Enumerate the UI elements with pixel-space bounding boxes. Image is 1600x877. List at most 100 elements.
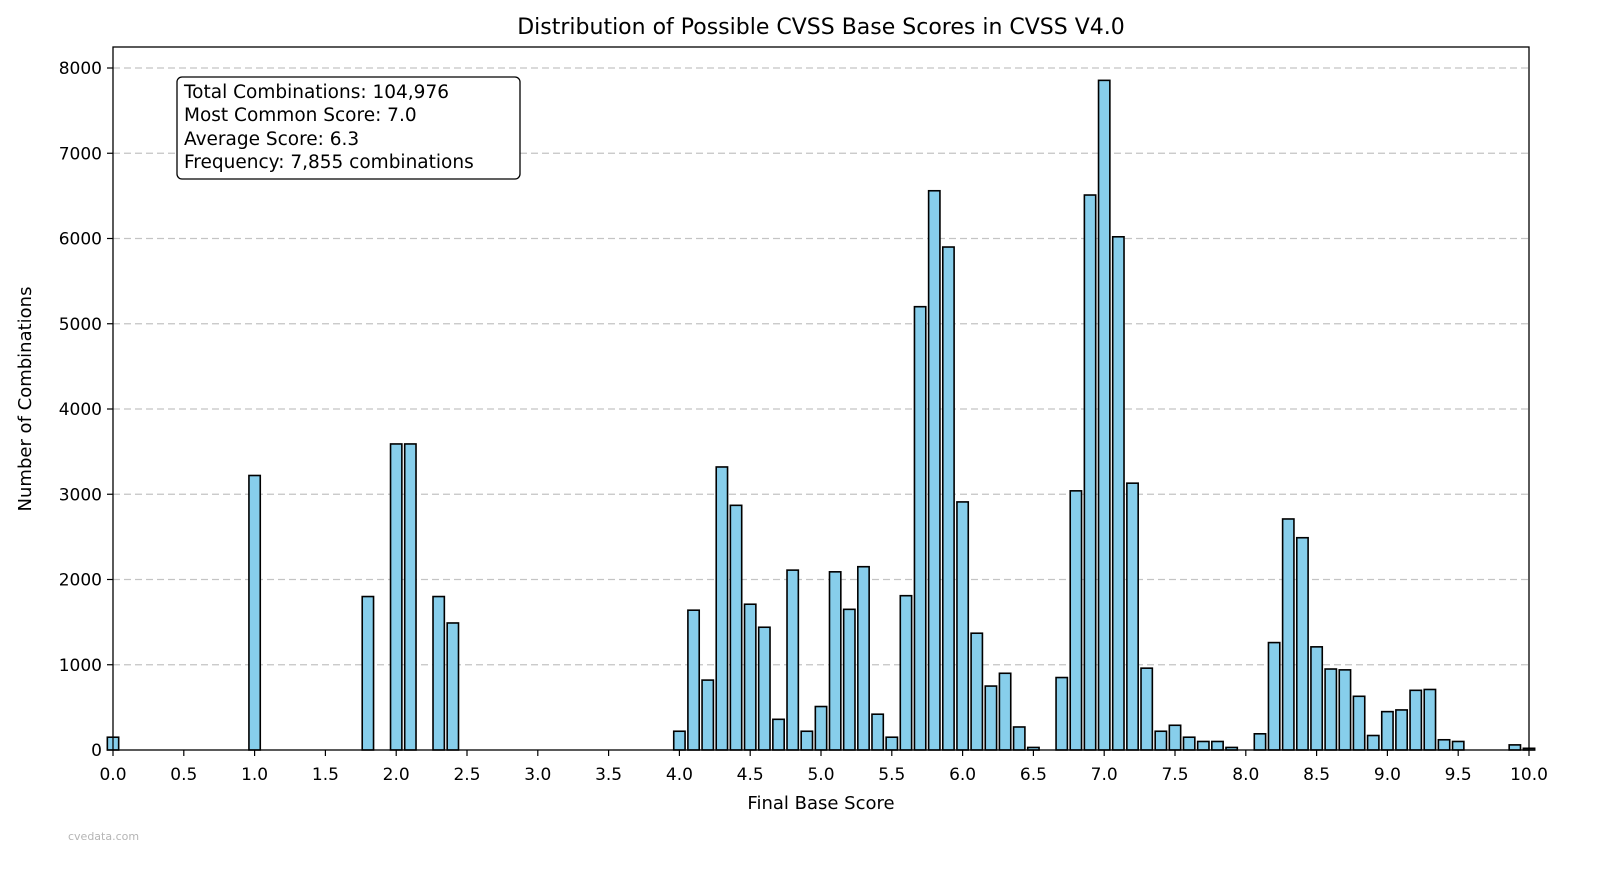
- bar-5.0: [814, 705, 828, 751]
- bar-9.5: [1451, 740, 1465, 751]
- x-tick-label: 9.5: [1445, 765, 1472, 785]
- y-tick-label: 7000: [59, 144, 102, 164]
- bar-9.0: [1380, 710, 1394, 751]
- bar-7.3: [1140, 667, 1154, 751]
- x-tick-label: 8.0: [1232, 765, 1259, 785]
- watermark: cvedata.com: [68, 830, 140, 843]
- x-tick-label: 5.5: [878, 765, 905, 785]
- y-tick-label: 5000: [59, 315, 102, 335]
- bar-1.8: [361, 595, 375, 751]
- annotation-frequency: Frequency: 7,855 combinations: [184, 152, 474, 173]
- bar-8.6: [1324, 668, 1338, 751]
- bar-4.1: [687, 609, 701, 751]
- stats-annotation: Total Combinations: 104,976 Most Common …: [176, 76, 521, 180]
- y-tick-label: 2000: [59, 571, 102, 591]
- x-tick-label: 7.5: [1161, 765, 1188, 785]
- bar-7.1: [1111, 235, 1125, 751]
- bar-6.0: [956, 501, 970, 751]
- bar-9.2: [1409, 689, 1423, 751]
- bar-6.1: [970, 632, 984, 751]
- bar-4.2: [701, 679, 715, 751]
- x-tick-label: 5.0: [807, 765, 834, 785]
- bar-9.9: [1508, 744, 1522, 751]
- bar-5.8: [927, 189, 941, 751]
- bar-6.9: [1083, 194, 1097, 751]
- x-axis-ticks: 0.0 0.5 1.0 1.5 2.0 2.5 3.0 3.5 4.0 4.5 5.0 5.5 6.0 6…: [99, 750, 1548, 785]
- bar-5.1: [828, 571, 842, 751]
- bar-8.8: [1352, 695, 1366, 751]
- bar-7.5: [1168, 724, 1182, 751]
- annotation-most-common: Most Common Score: 7.0: [184, 105, 417, 126]
- bar-9.1: [1395, 709, 1409, 751]
- bar-5.3: [857, 565, 870, 751]
- bar-6.2: [984, 685, 998, 751]
- bar-7.6: [1182, 736, 1196, 751]
- bar-8.3: [1281, 518, 1295, 751]
- y-axis-label: Number of Combinations: [15, 287, 36, 512]
- bar-8.9: [1366, 734, 1380, 751]
- bar-4.4: [729, 504, 743, 751]
- bar-9.3: [1423, 688, 1437, 751]
- bars: [106, 79, 1536, 751]
- bar-6.8: [1069, 490, 1083, 751]
- bar-5.2: [842, 608, 856, 751]
- x-tick-label: 0.0: [99, 765, 126, 785]
- bar-8.5: [1310, 646, 1324, 751]
- bar-9.4: [1437, 738, 1451, 751]
- bar-7.2: [1126, 482, 1139, 751]
- bar-4.9: [800, 730, 814, 751]
- bar-4.5: [743, 603, 757, 751]
- x-tick-label: 7.0: [1091, 765, 1118, 785]
- y-tick-label: 1000: [59, 656, 102, 676]
- bar-5.7: [913, 305, 927, 751]
- annotation-average: Average Score: 6.3: [184, 129, 359, 150]
- x-tick-label: 8.5: [1303, 765, 1330, 785]
- x-tick-label: 4.5: [737, 765, 764, 785]
- y-tick-label: 0: [91, 741, 102, 761]
- x-tick-label: 3.0: [524, 765, 551, 785]
- bar-7.0: [1097, 79, 1111, 751]
- x-tick-label: 9.0: [1374, 765, 1401, 785]
- x-tick-label: 1.0: [241, 765, 268, 785]
- x-tick-label: 1.5: [312, 765, 339, 785]
- bar-2.1: [403, 443, 417, 751]
- x-axis-label: Final Base Score: [747, 793, 894, 814]
- bar-4.0: [672, 730, 686, 751]
- bar-6.4: [1012, 726, 1026, 751]
- chart-title: Distribution of Possible CVSS Base Score…: [517, 15, 1125, 40]
- bar-4.7: [772, 718, 785, 751]
- bar-2.3: [432, 595, 446, 751]
- bar-6.7: [1055, 676, 1069, 751]
- x-tick-label: 2.5: [453, 765, 480, 785]
- y-axis-ticks: 0 1000 2000 3000 4000 5000 6000 7000 8000: [59, 59, 113, 761]
- y-tick-label: 6000: [59, 230, 102, 250]
- y-tick-label: 4000: [59, 400, 102, 420]
- bar-4.8: [786, 569, 800, 751]
- bar-4.6: [757, 626, 771, 751]
- bar-5.9: [941, 246, 955, 751]
- x-tick-label: 6.5: [1020, 765, 1047, 785]
- y-tick-label: 3000: [59, 485, 102, 505]
- bar-5.5: [885, 736, 899, 751]
- x-tick-label: 4.0: [666, 765, 693, 785]
- bar-8.7: [1338, 669, 1352, 751]
- y-tick-label: 8000: [59, 59, 102, 79]
- bar-7.8: [1211, 740, 1224, 751]
- x-tick-label: 6.0: [949, 765, 976, 785]
- x-tick-label: 0.5: [170, 765, 197, 785]
- bar-6.3: [998, 672, 1012, 751]
- bar-8.1: [1253, 733, 1267, 751]
- bar-8.2: [1267, 641, 1281, 751]
- x-tick-label: 10.0: [1510, 765, 1548, 785]
- bar-4.3: [715, 466, 729, 751]
- bar-2.0: [389, 443, 403, 751]
- bar-8.4: [1295, 536, 1309, 751]
- annotation-total: Total Combinations: 104,976: [183, 82, 449, 103]
- bar-5.6: [899, 594, 913, 751]
- bar-7.4: [1154, 730, 1168, 751]
- bar-5.4: [871, 713, 885, 751]
- x-tick-label: 3.5: [595, 765, 622, 785]
- bar-1.0: [248, 474, 262, 751]
- bar-7.7: [1196, 740, 1210, 751]
